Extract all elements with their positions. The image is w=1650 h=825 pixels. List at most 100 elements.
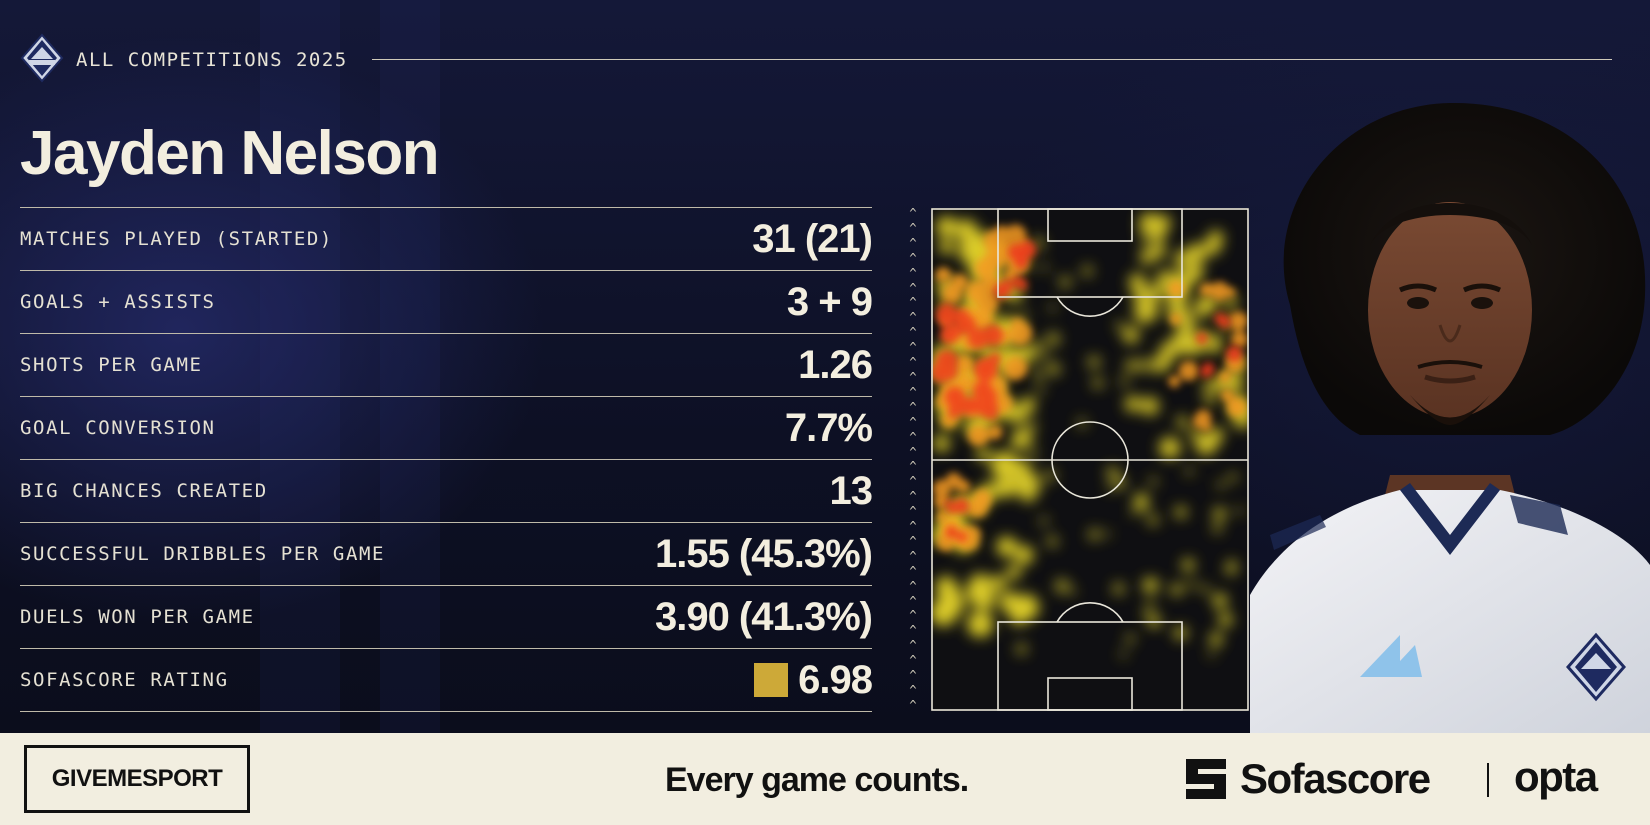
heat-blob	[1009, 607, 1028, 626]
heat-blob	[1174, 626, 1188, 640]
heat-blob	[1146, 600, 1155, 609]
heat-blob	[977, 397, 999, 419]
heat-blob	[1137, 292, 1150, 305]
heat-blob	[1217, 481, 1225, 489]
heat-blob	[1168, 375, 1181, 388]
heat-blob	[1054, 579, 1069, 593]
background-stripe	[380, 0, 440, 733]
heat-blob	[1128, 273, 1146, 291]
heat-blob	[1020, 487, 1036, 502]
sofascore-wordmark: Sofascore	[1240, 755, 1431, 802]
heat-blob	[1185, 467, 1193, 475]
stat-value: 1.55 (45.3%)	[654, 531, 873, 576]
stat-value-rating: 6.98	[754, 658, 873, 703]
heat-blob	[1228, 311, 1248, 331]
heat-blob	[1122, 326, 1140, 344]
player-portrait	[1250, 102, 1650, 733]
heat-blob	[1081, 265, 1093, 277]
heat-blob	[1218, 370, 1231, 383]
heat-blob	[1125, 634, 1135, 644]
stat-label: SOFASCORE RATING	[20, 669, 229, 691]
heat-blob	[1226, 345, 1242, 362]
heat-blob	[1218, 316, 1231, 329]
heat-blob	[1046, 535, 1058, 547]
heat-blob	[1156, 270, 1175, 288]
heat-blob	[1028, 421, 1038, 431]
heat-blob	[1209, 632, 1223, 646]
heat-blob	[990, 451, 1018, 479]
whitecaps-crest-icon	[1566, 632, 1626, 702]
stat-value: 7.7%	[784, 405, 873, 450]
stat-value: 13	[829, 468, 873, 513]
heat-blob	[1151, 243, 1166, 259]
heat-blob	[938, 239, 954, 255]
heat-blob	[1004, 224, 1027, 247]
heat-blob	[1228, 473, 1237, 482]
heat-blob	[1186, 243, 1207, 264]
heat-blob	[1018, 241, 1037, 259]
heat-blob	[967, 611, 994, 638]
heat-blob	[951, 273, 969, 291]
stat-row-dribbles: SUCCESSFUL DRIBBLES PER GAME 1.55 (45.3%…	[20, 523, 873, 586]
heat-blob	[976, 446, 991, 461]
heat-blob	[1202, 362, 1215, 375]
heat-blob	[1104, 530, 1111, 537]
heat-blob	[1028, 452, 1037, 461]
stat-value: 1.26	[798, 342, 873, 387]
heat-blob	[983, 229, 1007, 253]
heat-blob	[1225, 563, 1237, 575]
stat-value: 3.90 (41.3%)	[654, 594, 873, 639]
heat-blob	[935, 267, 951, 283]
heat-blob	[1124, 395, 1141, 412]
heat-blob	[947, 404, 962, 419]
heat-blob	[1019, 397, 1036, 414]
heat-blob	[1014, 545, 1034, 565]
stat-label: GOALS + ASSISTS	[20, 291, 216, 313]
heat-blob	[939, 325, 958, 344]
heat-blob	[1213, 507, 1226, 521]
heat-blob	[1045, 470, 1056, 481]
heat-blob	[965, 582, 988, 605]
heat-blob	[1227, 397, 1246, 417]
heat-blob	[1046, 332, 1061, 346]
heat-blob	[1147, 514, 1159, 526]
heat-blob	[1212, 593, 1228, 609]
heat-blob	[932, 479, 952, 499]
heat-blob	[936, 511, 949, 523]
heat-blob	[1147, 240, 1154, 248]
heat-blob	[988, 352, 1002, 365]
heat-blob	[999, 591, 1021, 613]
stat-row-rating: SOFASCORE RATING 6.98	[20, 649, 873, 712]
heat-blob	[1159, 437, 1181, 459]
heat-blob	[1019, 310, 1028, 319]
heat-blob	[1205, 335, 1223, 353]
heat-blob	[935, 349, 959, 373]
header-divider	[372, 59, 1612, 60]
opta-wordmark: opta	[1514, 753, 1598, 800]
heat-blob	[1170, 313, 1182, 325]
heat-blob	[1174, 506, 1187, 519]
tagline: Every game counts.	[665, 761, 969, 799]
heat-blob	[1178, 361, 1199, 381]
heat-blob	[968, 425, 989, 446]
stat-label: GOAL CONVERSION	[20, 417, 216, 439]
heat-blob	[1170, 583, 1183, 596]
heat-blob	[945, 526, 958, 539]
heat-blob	[1141, 397, 1160, 416]
heat-blob	[988, 425, 1003, 440]
heat-blob	[1106, 466, 1119, 479]
heat-blob	[1040, 263, 1048, 272]
heat-blob	[1125, 359, 1138, 372]
heat-blob	[1120, 376, 1130, 386]
heat-blob	[1092, 377, 1104, 389]
heat-blob	[1036, 385, 1045, 394]
heat-blob	[1230, 330, 1249, 349]
heat-blob	[1176, 416, 1189, 428]
heat-blob	[1174, 250, 1192, 268]
heat-blob	[1142, 609, 1151, 618]
heat-blob	[935, 304, 958, 326]
heat-blob	[936, 216, 957, 238]
footer-bar: GIVEMESPORT Every game counts. Sofascore…	[0, 733, 1650, 825]
heat-blob	[1208, 650, 1215, 657]
stat-value: 31 (21)	[752, 216, 873, 261]
